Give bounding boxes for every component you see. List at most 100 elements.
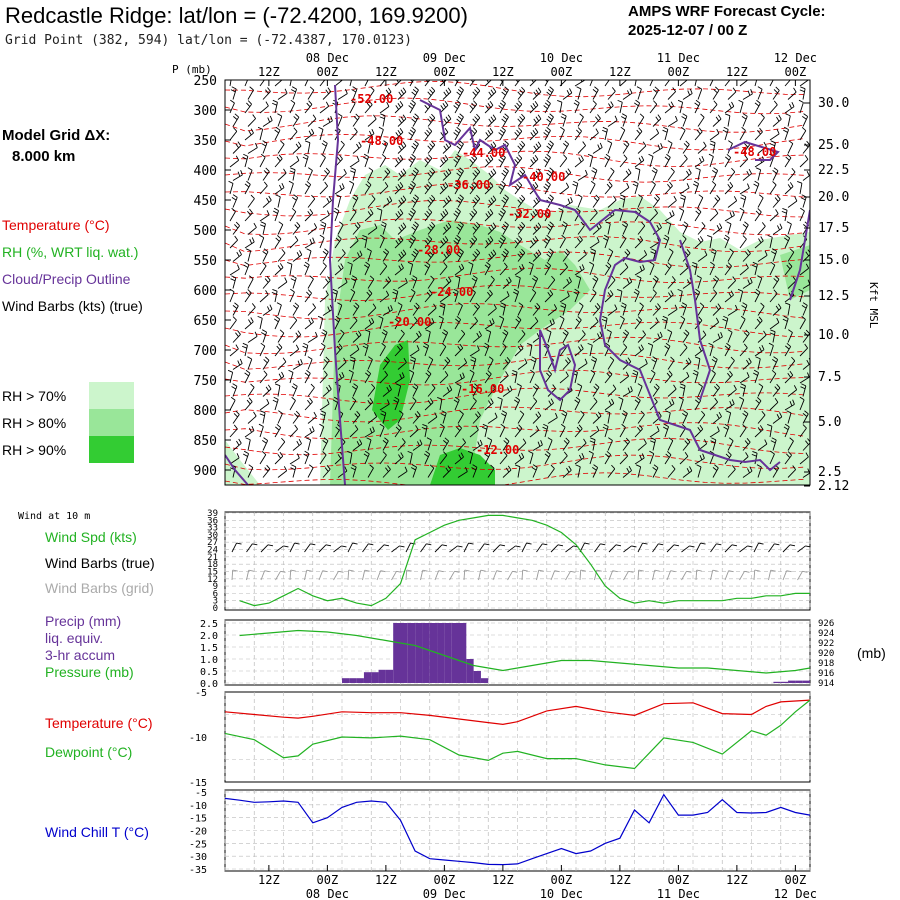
wind-barb-flag — [296, 221, 301, 227]
wind-barb-flag — [582, 141, 587, 146]
wind-barb-flag — [313, 223, 318, 228]
wind-barb-flag — [350, 467, 356, 471]
wind-barb-flag — [560, 305, 566, 309]
wind-barb-flag — [398, 410, 404, 415]
wind-barb-flag — [594, 86, 599, 91]
wind-barb-flag — [637, 237, 642, 243]
temperature-contour — [225, 115, 806, 133]
wind-barb-flag — [453, 213, 458, 218]
wind-barb-flag — [471, 237, 476, 242]
wind-barb-staff — [259, 237, 265, 249]
wind-barb-flag — [667, 262, 672, 267]
wind-barb-staff — [727, 200, 737, 208]
wind-barb-flag — [472, 91, 477, 96]
wind-barb-flag — [605, 153, 611, 158]
wind-barb-staff — [454, 319, 462, 330]
wind-barb-grid — [231, 569, 234, 581]
wind-barb-flag — [764, 439, 768, 445]
wind-barb-flag — [488, 199, 492, 205]
wind-barb-staff — [694, 102, 701, 114]
wind-barb-staff — [712, 359, 718, 370]
wind-barb-flag — [606, 183, 611, 189]
wind-barb-flag — [546, 126, 551, 131]
wind-barb-flag — [399, 235, 404, 241]
wind-barb-flag — [546, 180, 551, 185]
wind-barb-flag — [469, 369, 475, 374]
wind-barb-staff — [559, 186, 569, 195]
wind-barb-flag — [307, 356, 313, 360]
wind-barb-flag — [685, 263, 689, 268]
wind-barb-flag — [411, 172, 416, 177]
wind-barb-flag — [266, 398, 270, 404]
wind-barb-staff — [484, 402, 494, 411]
wind-barb-flag — [625, 437, 630, 443]
wind-barb-staff — [259, 157, 266, 168]
wind-barb-flag — [485, 105, 489, 110]
wind-barb-flag — [692, 262, 698, 265]
wind-barb-staff — [529, 345, 533, 357]
wind-barb-flag — [263, 248, 269, 253]
windchill-tick-label: -20 — [189, 827, 207, 838]
wind-barb-staff — [454, 130, 461, 141]
wind-barb-flag — [399, 154, 404, 160]
wind-barb-flag — [457, 116, 463, 120]
wind-barb-staff — [529, 372, 535, 384]
wind-barb-flag — [696, 129, 701, 135]
wind-barb-staff — [637, 334, 646, 343]
wind-barb-staff — [514, 428, 523, 438]
wind-barb-true — [478, 543, 485, 553]
wind-barb-flag — [459, 410, 464, 415]
wind-barb-staff — [739, 399, 745, 411]
wind-barb-flag — [233, 127, 238, 132]
wind-barb-flag — [577, 237, 581, 243]
temperature-contour — [225, 284, 806, 301]
wind-barb-flag — [428, 356, 434, 360]
wind-barb-flag — [474, 316, 479, 322]
wind-barb-flag — [356, 143, 360, 149]
wind-barb-flag — [369, 130, 372, 136]
legend-windchill: Wind Chill T (°C) — [45, 824, 149, 840]
contour-label: -12.00 — [476, 443, 519, 457]
wind-barb-staff — [262, 199, 272, 208]
wind-barb-flag — [388, 384, 392, 390]
wind-barb-flag — [741, 194, 747, 198]
wind-barb-flag — [752, 451, 758, 454]
wind-barb-flag — [353, 383, 358, 387]
precip-bar — [459, 623, 467, 683]
precip-bar — [466, 659, 474, 683]
wind-barb-flag — [723, 237, 729, 242]
wind-barb-flag — [424, 132, 429, 137]
wind-barb-flag — [387, 87, 392, 93]
wind-barb-flag — [506, 278, 510, 284]
wind-barb-staff — [307, 467, 314, 478]
wind-barb-flag — [506, 291, 510, 297]
wind-barb-flag — [592, 467, 597, 471]
wind-barb-flag — [798, 99, 804, 103]
wind-barb-staff — [484, 105, 494, 114]
wind-barb-staff — [619, 318, 625, 330]
wind-barb-flag — [639, 266, 643, 272]
wind-barb-flag — [443, 199, 447, 205]
wind-barb-flag — [358, 141, 362, 147]
wind-barb-flag — [638, 157, 642, 163]
wind-barb-staff — [499, 318, 505, 330]
wind-barb-flag — [386, 198, 390, 203]
wind-barb-staff — [349, 372, 354, 384]
wind-barb-flag — [727, 451, 732, 456]
wind-barb-staff — [397, 172, 407, 181]
wind-barb-staff — [289, 131, 298, 141]
wind-barb-staff — [292, 305, 300, 316]
wind-barb-flag — [447, 195, 452, 201]
wind-barb-flag — [786, 453, 791, 458]
wind-barb-staff — [352, 254, 363, 262]
wind-barb-staff — [472, 386, 479, 397]
wind-barb-flag — [303, 264, 309, 269]
temperature-contour — [225, 422, 806, 440]
wind-barb-flag — [521, 263, 525, 269]
wind-barb-flag — [547, 224, 553, 228]
wind-barb-flag — [295, 332, 300, 338]
wind-barb-flag — [402, 141, 407, 147]
wind-barb-flag — [248, 397, 253, 402]
wind-barb-staff — [727, 412, 732, 424]
